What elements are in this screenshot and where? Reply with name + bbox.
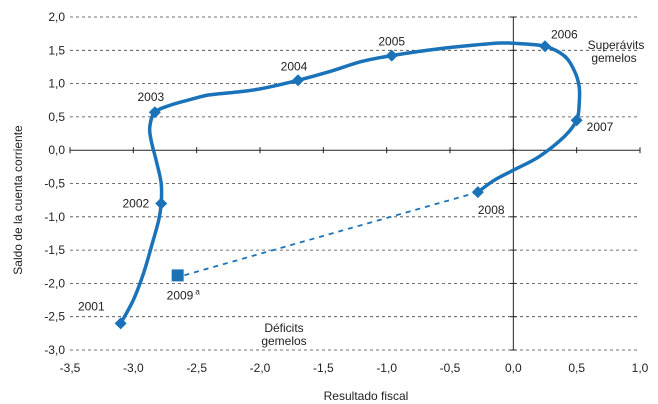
x-tick-label-3: -2,0	[250, 361, 271, 375]
tick-labels: 2,0 1,5 1,0 0,5 0,0 -0,5 -1,0 -1,5 -2,0 -2,5 -3,0 -…	[44, 10, 648, 375]
y-tick-label-4: 0,0	[48, 143, 65, 157]
x-tick-label-1: -3,0	[123, 361, 144, 375]
y-tick-label-2: 1,0	[48, 77, 65, 91]
point-marker-2003	[148, 106, 161, 119]
point-label-2009: 2009 a	[167, 287, 201, 302]
x-tick-label-5: -1,0	[376, 361, 397, 375]
point-marker-2008	[471, 186, 484, 199]
point-label-2001: 2001	[78, 299, 105, 313]
surplus-annotation-line2: gemelos	[591, 51, 636, 65]
y-tick-label-6: -1,0	[44, 210, 65, 224]
point-marker-2004	[292, 74, 304, 87]
x-axis-title: Resultado fiscal	[324, 389, 409, 403]
y-tick-label-3: 0,5	[48, 110, 65, 124]
point-label-2008: 2008	[478, 203, 505, 217]
x-tick-label-8: 0,5	[568, 361, 585, 375]
y-tick-label-9: -2,5	[44, 310, 65, 324]
point-marker-2001	[114, 317, 127, 330]
point-marker-2009	[171, 269, 184, 282]
point-marker-2007	[570, 114, 583, 127]
axes	[69, 16, 641, 351]
x-tick-label-7: 0,0	[505, 361, 522, 375]
deficit-annotation-line1: Déficits	[264, 321, 303, 335]
projection-label-superscript: a	[195, 287, 200, 296]
point-label-2003: 2003	[138, 90, 165, 104]
point-marker-2002	[155, 197, 168, 210]
y-tick-label-7: -1,5	[44, 243, 65, 257]
point-label-2005: 2005	[378, 35, 405, 49]
projection-line	[183, 191, 479, 277]
grid-lines	[70, 16, 640, 351]
point-label-2007: 2007	[587, 120, 614, 134]
deficit-annotation-line2: gemelos	[261, 334, 306, 348]
point-marker-2005	[385, 49, 398, 62]
point-marker-2006	[539, 40, 551, 53]
x-tick-label-9: 1,0	[632, 361, 649, 375]
point-label-2002: 2002	[122, 196, 149, 210]
series	[118, 41, 582, 326]
series-line	[118, 41, 582, 326]
y-tick-label-10: -3,0	[44, 343, 65, 357]
y-axis-title: Saldo de la cuenta corriente	[11, 125, 25, 275]
surplus-annotation-line1: Superávits	[588, 38, 645, 52]
y-tick-label-0: 2,0	[48, 10, 65, 24]
x-tick-label-2: -2,5	[186, 361, 207, 375]
markers	[114, 40, 583, 330]
y-tick-label-1: 1,5	[48, 43, 65, 57]
y-tick-label-5: -0,5	[44, 177, 65, 191]
point-label-2006: 2006	[551, 27, 578, 41]
point-labels: 2001 2002 2003 2004 2005 2006 2007 2008 2009 a	[78, 27, 614, 313]
x-tick-label-6: -0,5	[440, 361, 461, 375]
point-label-2004: 2004	[281, 59, 308, 73]
x-tick-label-0: -3,5	[60, 361, 81, 375]
y-tick-label-8: -2,0	[44, 276, 65, 290]
x-tick-label-4: -1,5	[313, 361, 334, 375]
